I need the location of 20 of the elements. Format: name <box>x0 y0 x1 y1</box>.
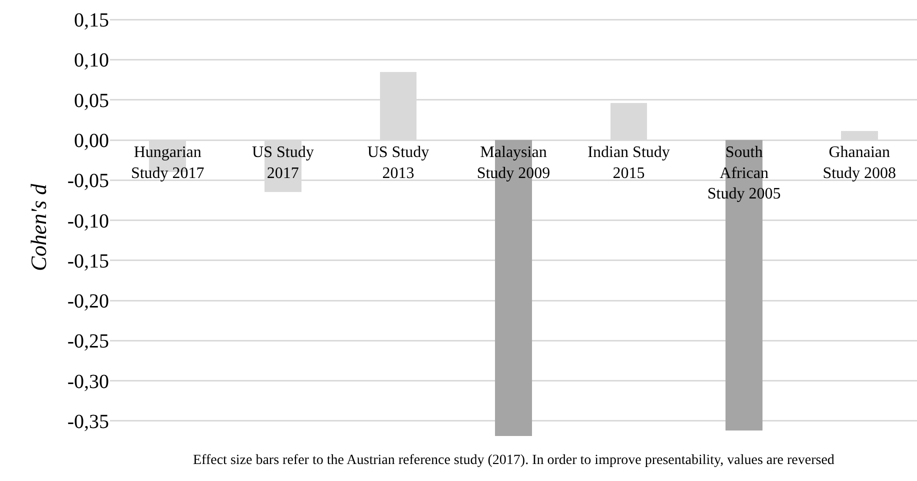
y-tick-label: -0,15 <box>67 250 109 272</box>
y-tick-label: -0,20 <box>67 290 109 313</box>
y-tick-label: -0,35 <box>67 410 109 433</box>
x-tick-label: Indian Study 2015 <box>588 144 670 182</box>
x-tick-label: US Study 2013 <box>367 144 430 182</box>
text: Effect size bars refer to the Austrian reference study (2017). In order to improve presentability, values are reversed <box>193 453 834 468</box>
y-tick-label: 0,05 <box>74 90 109 112</box>
y-axis-title: Cohen's d <box>26 182 52 272</box>
y-tick-label: -0,05 <box>67 170 109 192</box>
x-tick-label: Ghanaian Study 2008 <box>822 144 896 182</box>
y-tick-label: -0,25 <box>67 330 109 353</box>
y-tick-label: -0,10 <box>67 210 109 232</box>
y-tick-label: 0,15 <box>74 10 109 32</box>
x-tick-label: Hungarian Study 2017 <box>130 144 204 182</box>
x-tick-label: US Study 2017 <box>252 144 314 182</box>
y-tick-label: 0,00 <box>74 130 109 152</box>
x-tick-label: Malaysian Study 2009 <box>476 144 550 182</box>
y-tick-label: -0,30 <box>67 370 109 393</box>
x-tick-label: South African Study 2005 <box>707 144 781 203</box>
y-tick-label: 0,10 <box>74 50 109 72</box>
